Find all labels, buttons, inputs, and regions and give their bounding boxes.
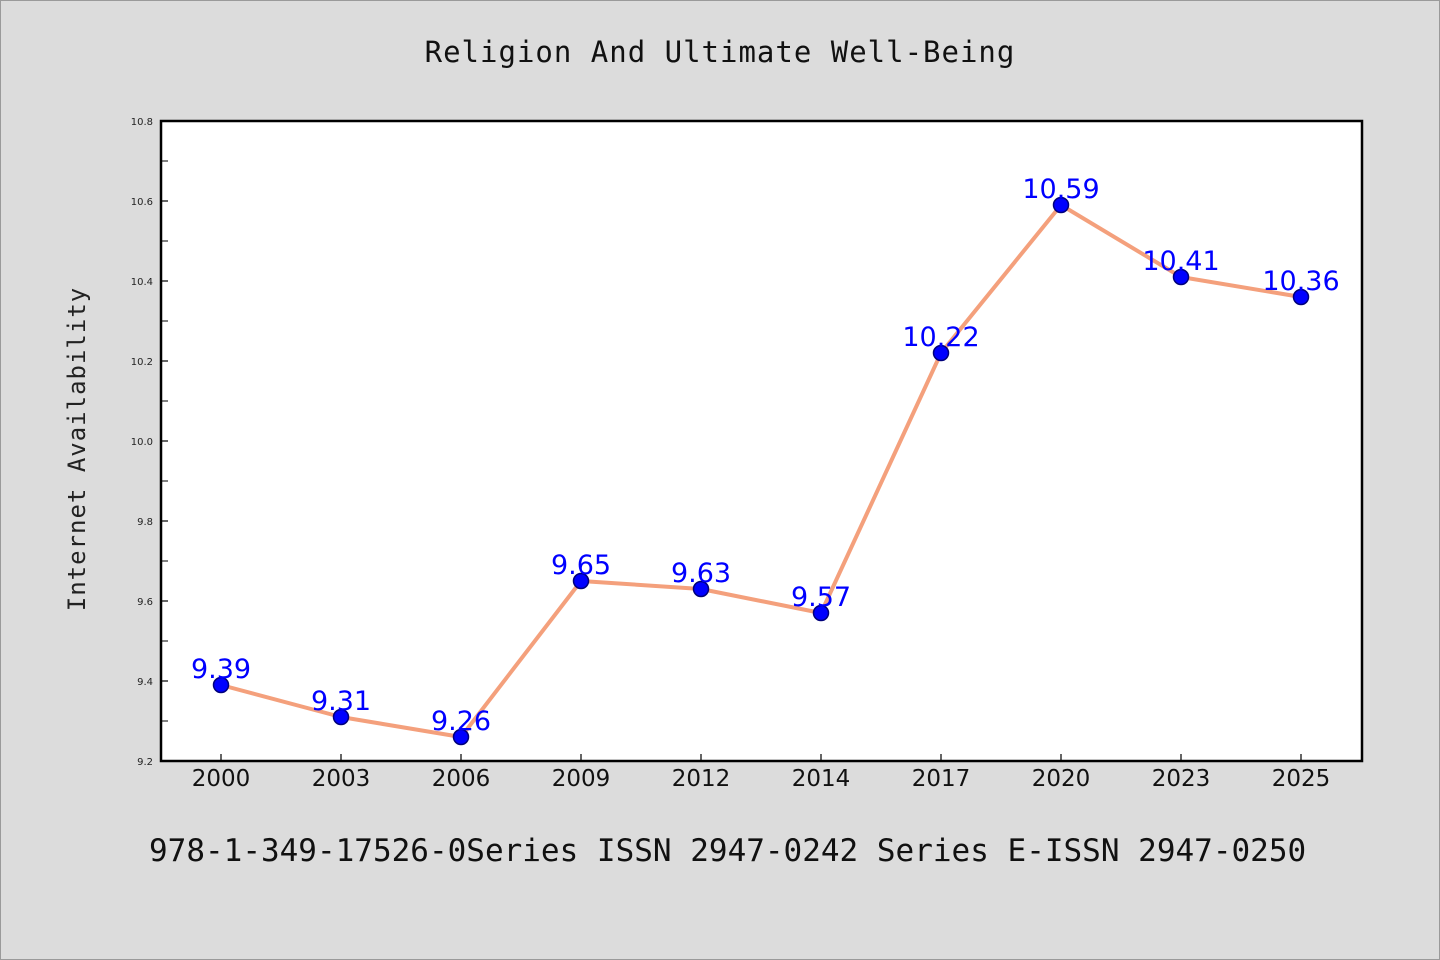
y-tick-label: 10.6 bbox=[131, 197, 153, 208]
y-tick-label: 10.4 bbox=[131, 277, 153, 288]
data-point-marker bbox=[812, 604, 830, 622]
x-tick-label: 2017 bbox=[912, 766, 971, 792]
data-point-marker bbox=[332, 708, 350, 726]
data-point-label: 10.59 bbox=[1022, 174, 1099, 205]
x-tick-label: 2000 bbox=[192, 766, 251, 792]
data-point-label: 10.36 bbox=[1262, 266, 1339, 297]
data-point-label: 10.22 bbox=[902, 322, 979, 353]
data-point-label: 10.41 bbox=[1142, 246, 1219, 277]
y-tick-label: 10.2 bbox=[131, 357, 153, 368]
x-tick-label: 2003 bbox=[312, 766, 371, 792]
data-point-label: 9.63 bbox=[671, 558, 731, 589]
y-tick-label: 10.8 bbox=[131, 117, 153, 128]
data-point-label: 9.65 bbox=[551, 550, 611, 581]
y-tick-label: 9.2 bbox=[137, 757, 153, 768]
x-axis-ticks: 2000 2003 2006 2009 2012 2014 2017 2020 2023 2025 bbox=[192, 754, 1331, 792]
data-point-label: 9.39 bbox=[191, 654, 251, 685]
x-tick-label: 2020 bbox=[1032, 766, 1091, 792]
x-tick-label: 2025 bbox=[1272, 766, 1331, 792]
data-point-label: 9.31 bbox=[311, 686, 371, 717]
data-point-marker bbox=[692, 580, 710, 598]
data-point-marker bbox=[1172, 268, 1190, 286]
y-tick-label: 9.8 bbox=[137, 517, 153, 528]
data-labels: 9.39 9.31 9.26 9.65 9.63 9.57 10.22 10.59 10.41 1… bbox=[191, 174, 1340, 737]
series-line bbox=[219, 203, 1303, 739]
data-point-marker bbox=[1292, 288, 1310, 306]
y-tick-label: 10.0 bbox=[131, 437, 153, 448]
data-point-marker bbox=[932, 344, 950, 362]
x-tick-label: 2009 bbox=[552, 766, 611, 792]
y-axis-ticks: 9.2 9.4 9.6 9.8 10.0 10.2 10.4 10.6 10.8 bbox=[131, 117, 168, 768]
data-point-marker bbox=[572, 572, 590, 590]
data-point-marker bbox=[212, 676, 230, 694]
x-tick-label: 2012 bbox=[672, 766, 731, 792]
data-markers bbox=[212, 196, 1310, 746]
data-point-label: 9.57 bbox=[791, 582, 851, 613]
x-tick-label: 2023 bbox=[1152, 766, 1211, 792]
data-point-label: 9.26 bbox=[431, 706, 491, 737]
data-point-marker bbox=[452, 728, 470, 746]
plot-area bbox=[159, 119, 1364, 763]
x-tick-label: 2006 bbox=[432, 766, 491, 792]
chart-title: Religion And Ultimate Well-Being bbox=[424, 35, 1016, 69]
isbn-issn-footer: 978-1-349-17526-0Series ISSN 2947-0242 S… bbox=[149, 833, 1307, 869]
data-point-marker bbox=[1052, 196, 1070, 214]
y-tick-label: 9.6 bbox=[137, 597, 153, 608]
y-tick-label: 9.4 bbox=[137, 677, 153, 688]
x-tick-label: 2014 bbox=[792, 766, 851, 792]
